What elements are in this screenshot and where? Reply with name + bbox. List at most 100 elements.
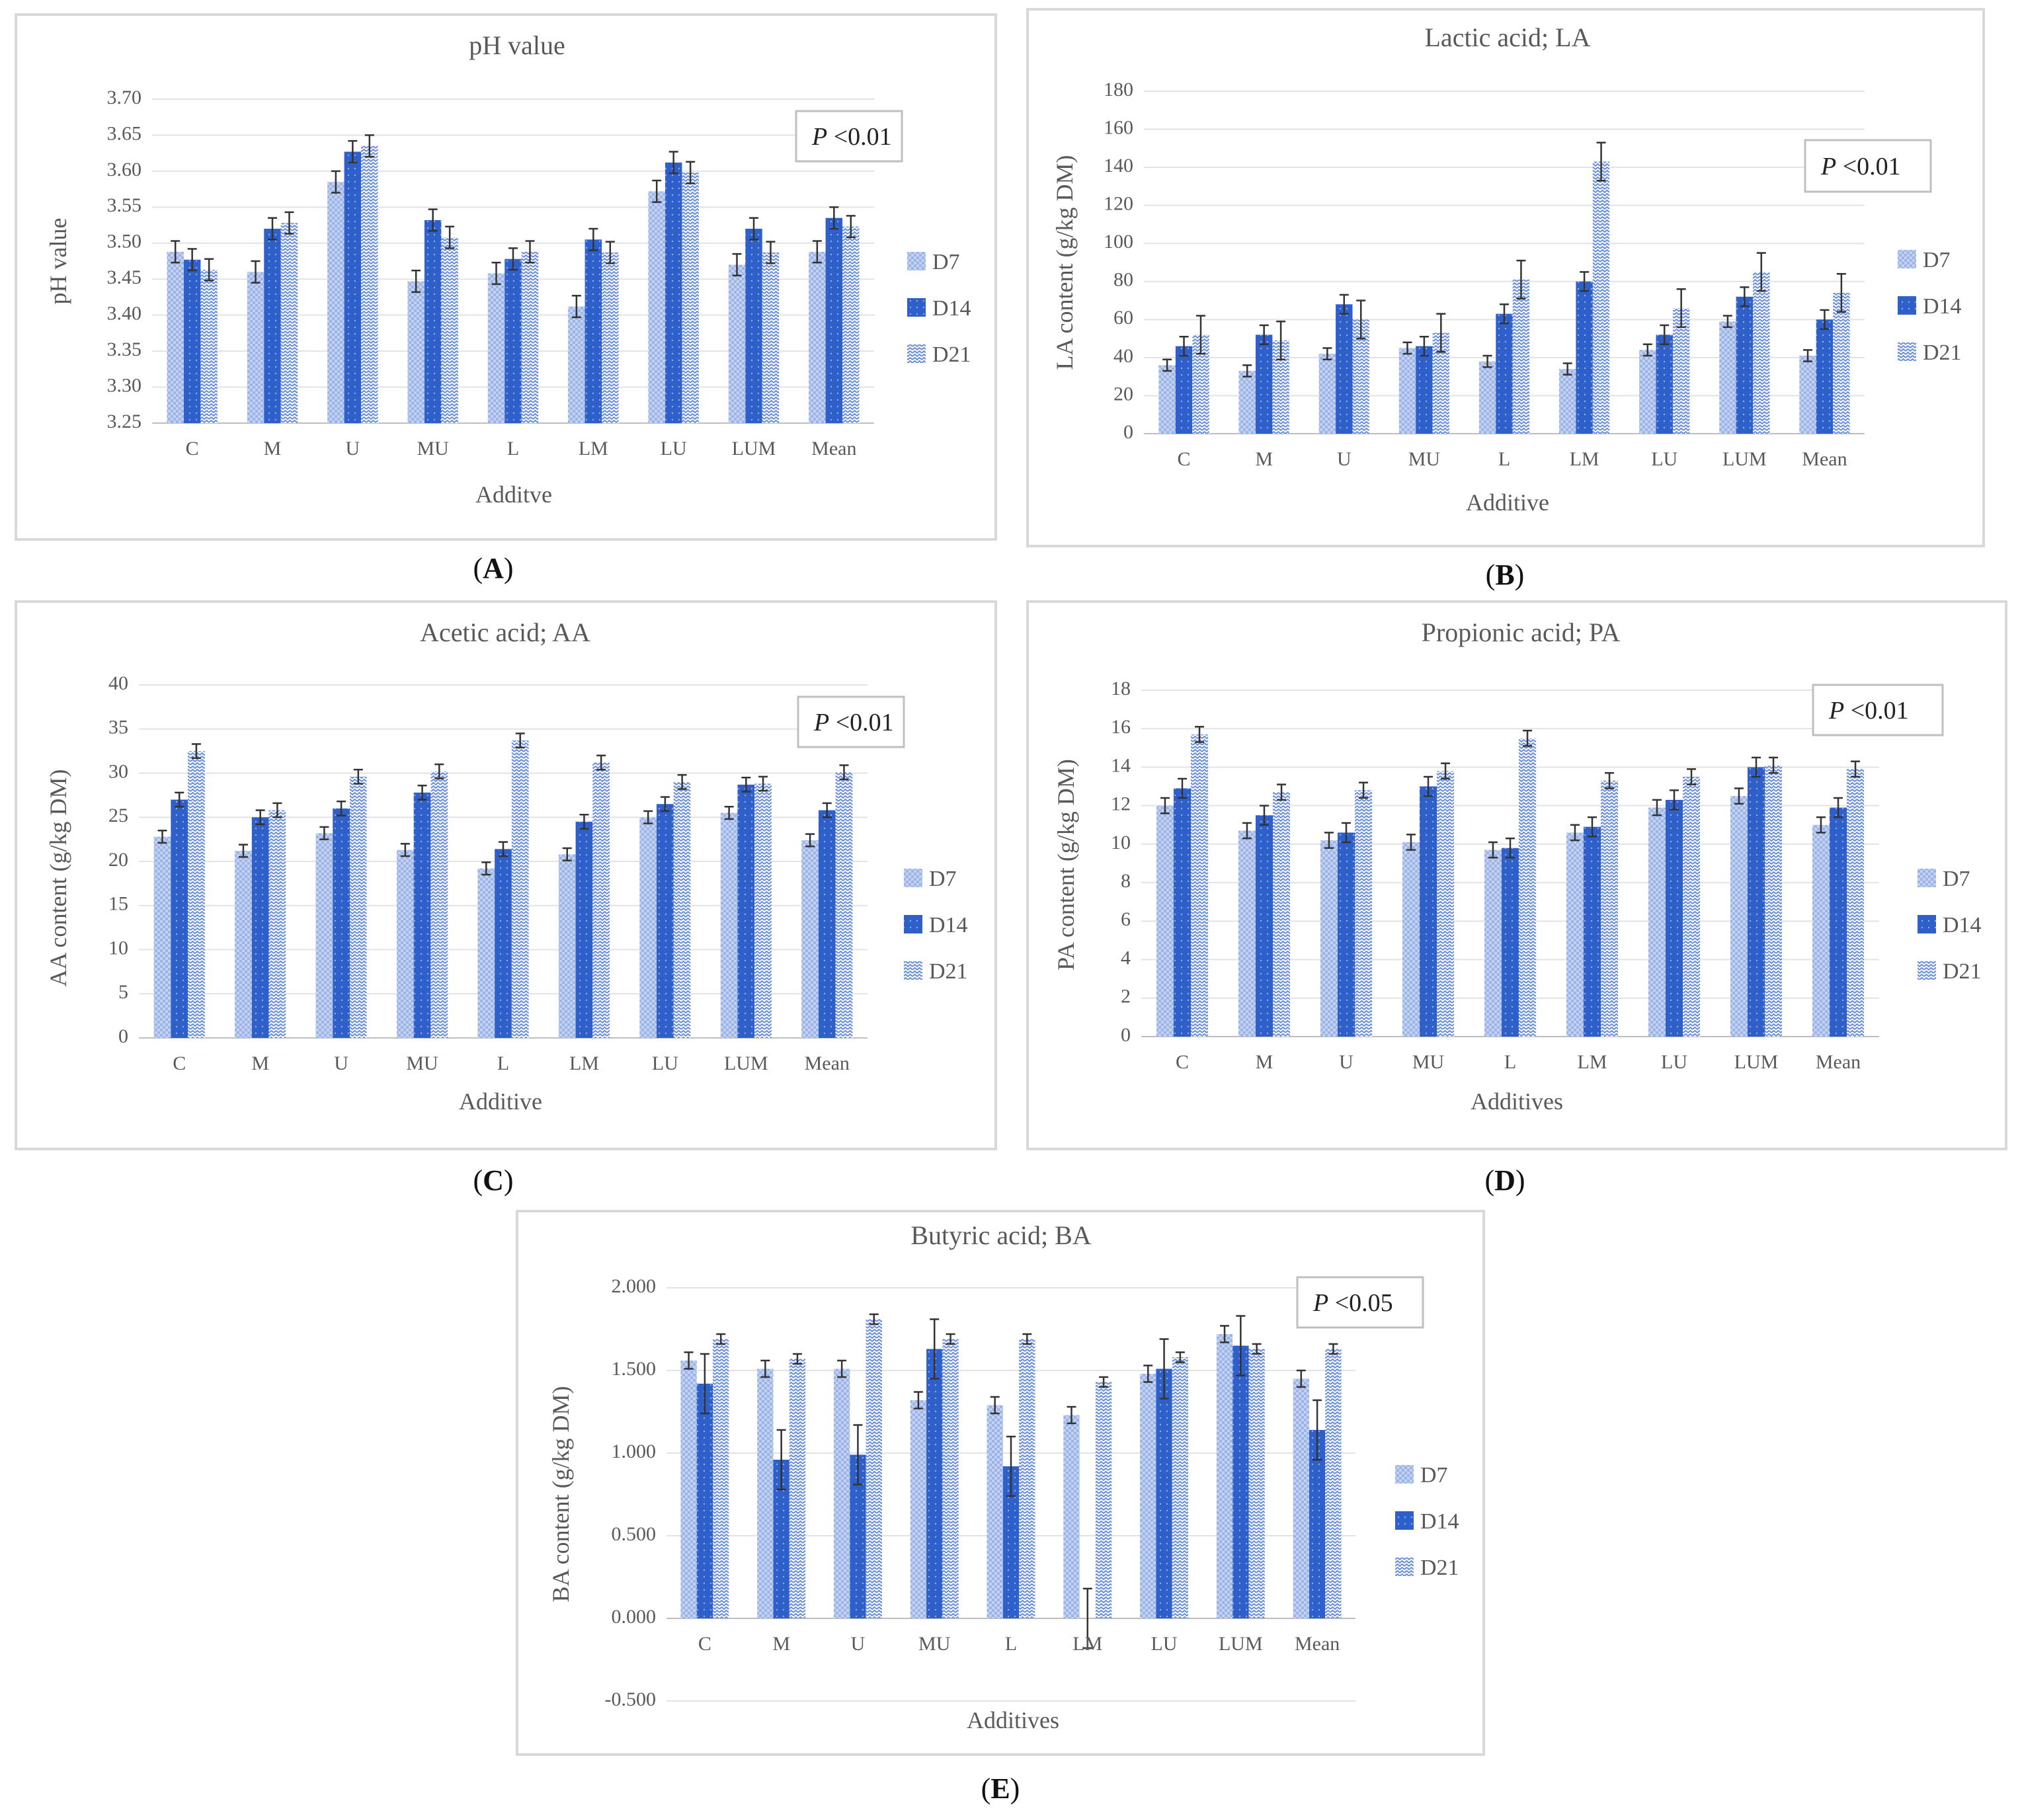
error-bar-d7-lm [1570, 824, 1580, 842]
y-tick-label: 2 [1121, 986, 1131, 1008]
bar-d21-lu [1172, 1357, 1189, 1618]
caption-D: (D) [1484, 1164, 1525, 1197]
error-bar-d14-m [776, 1429, 786, 1491]
bar-d7-c [680, 1361, 697, 1618]
error-bar-d14-mu [428, 208, 438, 232]
y-axis-label: pH value [45, 218, 71, 305]
bar-d14-m [1255, 335, 1273, 434]
x-tick-label: Mean [805, 1052, 850, 1074]
error-bar-d14-mean [1313, 1399, 1322, 1461]
error-bar-d21-lum [758, 775, 768, 792]
error-bar-d14-m [1260, 805, 1269, 826]
bar-d14-l [505, 258, 522, 423]
x-tick-label: LU [1661, 1051, 1687, 1073]
error-bar-d7-lm [571, 295, 581, 319]
error-bar-d21-mu [445, 225, 455, 249]
error-bar-d7-lum [1722, 315, 1732, 329]
error-bar-d7-l [481, 861, 491, 876]
error-bar-d14-l [499, 841, 508, 857]
y-tick-label: 3.30 [107, 374, 142, 396]
x-axis-label: Additive [459, 1088, 542, 1115]
bar-d7-lum [1216, 1334, 1233, 1618]
x-tick-label: LUM [1722, 448, 1767, 470]
error-bar-d21-lum [1252, 1343, 1262, 1355]
y-tick-label: 20 [1113, 383, 1133, 405]
error-bar-d7-l [491, 261, 501, 286]
bar-d14-mu [1416, 346, 1433, 434]
error-bar-d21-u [353, 768, 363, 785]
bar-d21-mu [942, 1339, 959, 1618]
x-tick-label: C [1178, 448, 1191, 470]
error-bar-d21-lum [766, 241, 776, 264]
bar-d7-mean [801, 840, 819, 1038]
error-bar-d21-mu [1436, 313, 1446, 353]
p-value-label: P <0.05 [1313, 1289, 1393, 1317]
bar-d21-lm [1095, 1382, 1112, 1618]
caption-B: (B) [1485, 559, 1525, 591]
y-tick-label: 100 [1104, 231, 1133, 253]
y-tick-label: 8 [1121, 870, 1131, 892]
x-tick-label: U [1337, 448, 1352, 470]
error-bar-d21-lm [596, 754, 606, 771]
error-bar-d21-mean [839, 764, 849, 781]
y-tick-label: 1.000 [612, 1441, 657, 1462]
y-axis-label: AA content (g/kg DM) [45, 770, 71, 987]
bar-d21-l [1512, 279, 1530, 434]
legend-swatch-d7 [1918, 869, 1936, 887]
error-bar-d21-mean [1851, 760, 1861, 778]
x-tick-label: Mean [1295, 1633, 1340, 1655]
bar-d14-mean [1816, 319, 1834, 434]
bar-d21-lm [602, 252, 619, 423]
legend-swatch-d21 [1918, 961, 1936, 980]
x-tick-label: C [698, 1633, 711, 1655]
error-bar-d21-l [1022, 1333, 1032, 1345]
bar-d21-u [1355, 790, 1373, 1037]
y-tick-label: 1.500 [612, 1358, 657, 1380]
error-bar-d21-u [1359, 781, 1369, 799]
bar-d14-mu [1419, 786, 1437, 1037]
x-axis-label: Additive [1466, 489, 1549, 516]
error-bar-d14-lm [1082, 1587, 1092, 1649]
error-bar-d7-lm [562, 847, 572, 861]
bar-d14-c [183, 259, 201, 423]
bar-d21-mean [1833, 293, 1850, 434]
x-tick-label: U [851, 1633, 866, 1655]
x-tick-label: C [1176, 1051, 1189, 1073]
bar-d14-lm [1583, 826, 1601, 1037]
x-tick-label: Mean [1816, 1051, 1861, 1073]
error-bar-d21-lum [1769, 756, 1779, 774]
bar-d21-lum [754, 783, 772, 1038]
bar-d14-mean [818, 810, 836, 1038]
p-value-box [1296, 1276, 1424, 1329]
error-bar-d14-mean [1820, 309, 1830, 330]
error-bar-d7-lu [643, 810, 653, 824]
error-bar-d14-l [508, 247, 518, 271]
bar-d14-lm [1576, 281, 1593, 434]
error-bar-d21-c [716, 1333, 726, 1345]
x-tick-label: MU [417, 438, 449, 459]
legend-label-d21: D21 [1943, 959, 1982, 984]
x-tick-label: LU [1651, 448, 1677, 470]
legend-label-d7: D7 [1420, 1463, 1448, 1487]
error-bar-d7-m [238, 844, 248, 858]
error-bar-d21-lum [1756, 252, 1766, 292]
bar-d14-c [1175, 346, 1193, 434]
y-tick-label: -0.500 [605, 1688, 657, 1710]
error-bar-d14-lum [741, 776, 751, 793]
bar-d14-mean [1829, 807, 1847, 1037]
p-value-label: P <0.01 [813, 709, 894, 736]
error-bar-d21-lm [605, 241, 615, 264]
x-tick-label: MU [1412, 1051, 1445, 1073]
bar-d14-u [344, 151, 362, 423]
x-tick-label: LUM [724, 1052, 768, 1074]
legend-swatch-d21 [904, 961, 922, 980]
bar-d14-l [1501, 848, 1519, 1037]
error-bar-d14-u [853, 1424, 863, 1485]
error-bar-d14-lum [1740, 286, 1750, 307]
bar-d21-m [268, 810, 286, 1038]
bar-d7-u [1318, 354, 1336, 434]
bar-d7-lum [720, 812, 738, 1038]
error-bar-d14-m [255, 809, 265, 826]
